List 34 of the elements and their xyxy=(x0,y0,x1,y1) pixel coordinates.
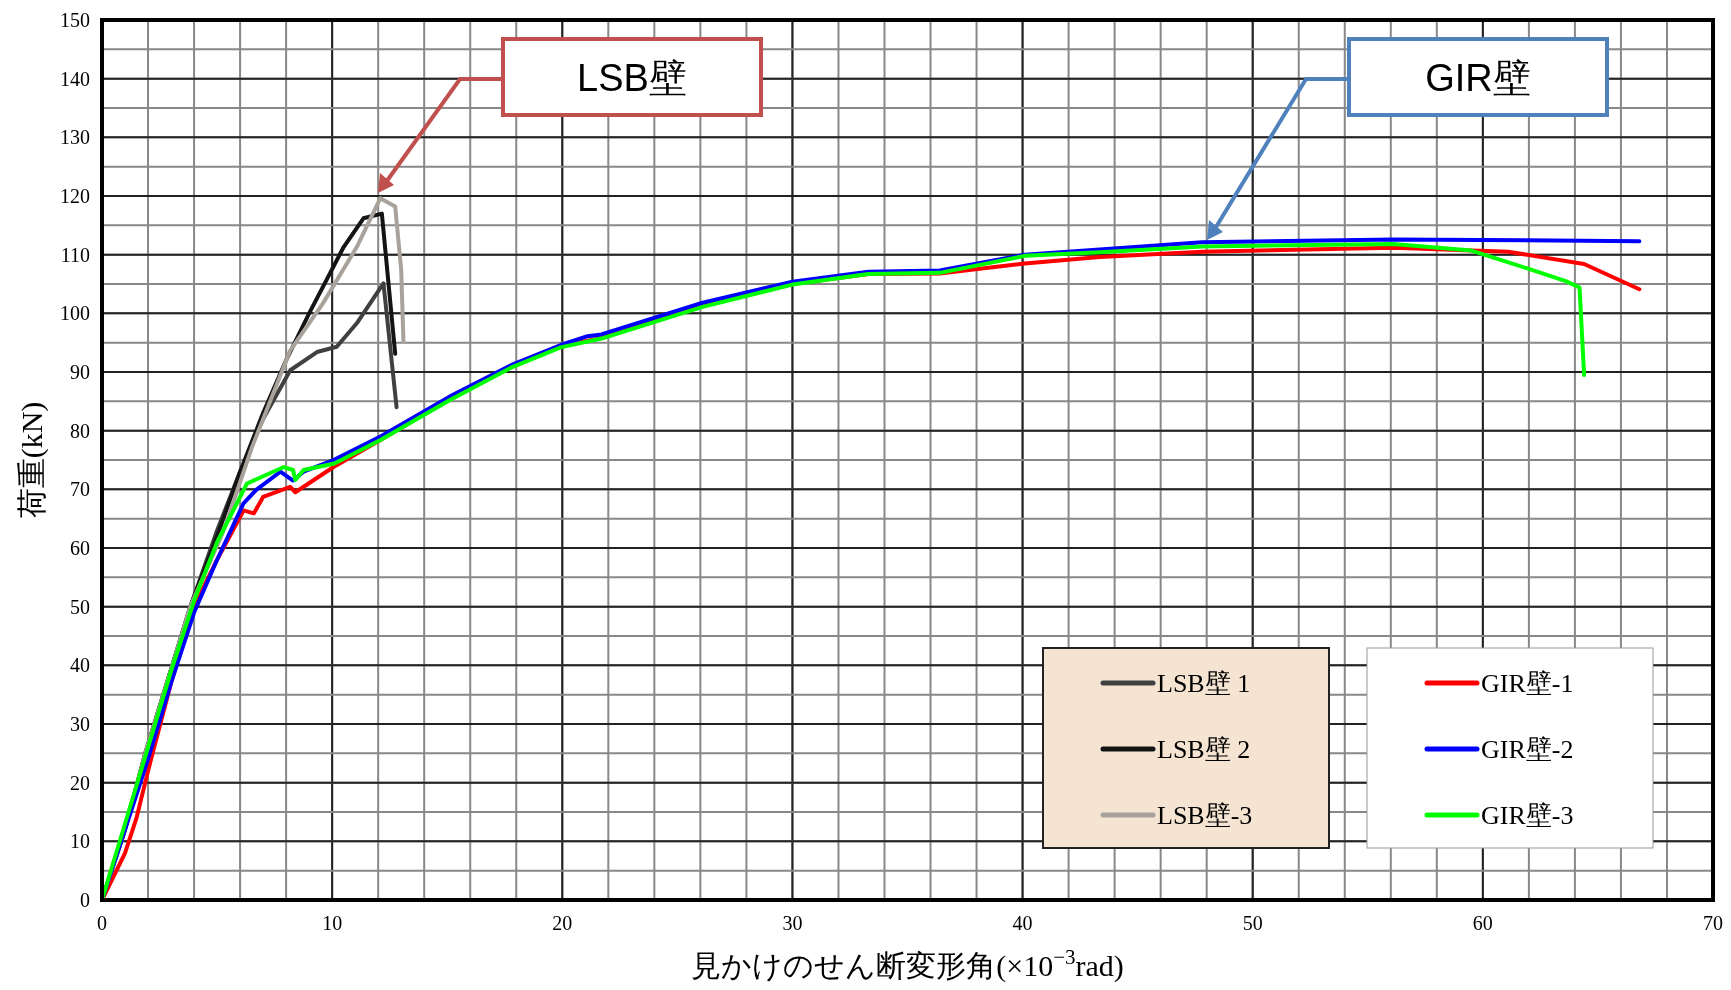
y-axis-title: 荷重(kN) xyxy=(15,401,49,519)
y-tick-label: 80 xyxy=(70,419,90,442)
y-tick-label: 70 xyxy=(70,478,90,501)
y-tick-label: 100 xyxy=(60,302,90,325)
y-tick-label: 0 xyxy=(80,889,90,911)
x-axis-title: 見かけのせん断変形角(×10$^{−3}$rad) xyxy=(691,945,1124,983)
y-tick-label: 60 xyxy=(70,537,90,559)
legend-label: LSB壁-3 xyxy=(1157,801,1253,830)
x-tick-label: 0 xyxy=(97,912,107,934)
x-tick-label: 30 xyxy=(782,912,803,934)
x-tick-label: 50 xyxy=(1242,912,1263,934)
legend-label: LSB壁 2 xyxy=(1157,735,1251,764)
legend-label: GIR壁-1 xyxy=(1481,669,1574,698)
x-tick-label: 70 xyxy=(1703,912,1723,934)
y-tick-label: 30 xyxy=(70,713,90,735)
annotation: GIR壁 xyxy=(1425,57,1531,99)
y-tick-label: 110 xyxy=(60,243,90,266)
y-tick-label: 90 xyxy=(70,361,90,383)
legend-label: LSB壁 1 xyxy=(1157,669,1251,698)
y-tick-label: 10 xyxy=(70,830,90,853)
legend-label: GIR壁-2 xyxy=(1481,735,1574,764)
annotation: LSB壁 xyxy=(577,57,687,99)
legend-label: GIR壁-3 xyxy=(1481,801,1574,830)
y-tick-label: 50 xyxy=(70,595,90,618)
y-tick-label: 120 xyxy=(60,185,90,207)
y-tick-label: 130 xyxy=(60,126,90,149)
y-tick-label: 40 xyxy=(70,654,90,677)
y-tick-label: 20 xyxy=(70,771,90,794)
x-tick-label: 10 xyxy=(322,912,343,934)
x-tick-label: 20 xyxy=(552,912,573,934)
x-tick-label: 40 xyxy=(1012,912,1033,934)
y-tick-label: 140 xyxy=(60,67,90,90)
y-tick-label: 150 xyxy=(60,9,90,31)
x-tick-label: 60 xyxy=(1472,912,1493,934)
